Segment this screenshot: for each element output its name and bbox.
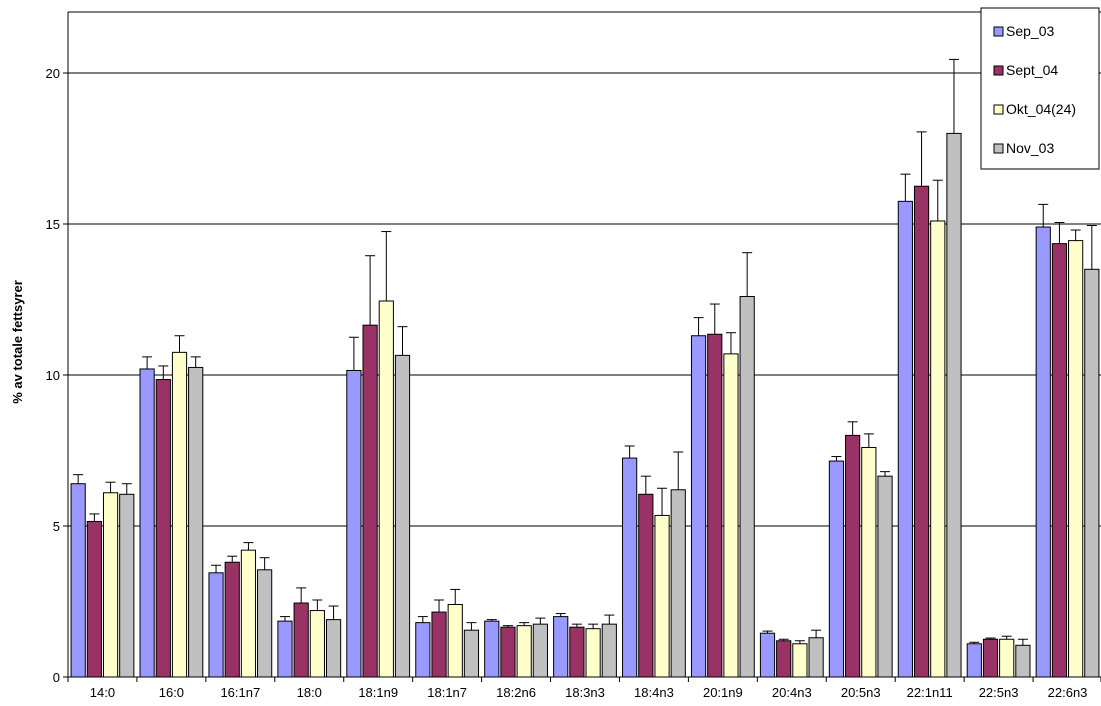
bar — [277, 620, 293, 678]
legend-swatch — [993, 143, 1004, 154]
x-tick-label: 22:6n3 — [1048, 685, 1088, 700]
x-tick-label: 18:2n6 — [496, 685, 536, 700]
bar — [431, 611, 447, 678]
bar — [516, 625, 532, 678]
bar — [845, 434, 861, 678]
bar — [861, 446, 877, 678]
bar — [966, 643, 982, 678]
bar — [484, 620, 500, 678]
bar — [463, 629, 480, 678]
bar — [119, 493, 135, 678]
bar — [1015, 644, 1031, 678]
y-tick-label: 5 — [53, 519, 60, 534]
x-tick-label: 22:1n11 — [907, 685, 953, 700]
bar — [759, 632, 776, 678]
bars — [70, 132, 1100, 678]
bar — [723, 353, 739, 678]
bar — [532, 623, 548, 678]
bar — [102, 492, 119, 678]
x-tick-labels: 14:0 16:0 16:1n7 18:0 18:1n9 18:1n7 18:2n6 18:3… — [90, 685, 1088, 700]
bar — [707, 333, 723, 678]
x-tick-label: 16:0 — [159, 685, 184, 700]
bar — [171, 351, 188, 678]
bar — [309, 610, 325, 678]
y-tick-label: 15 — [46, 217, 60, 232]
bar — [946, 132, 962, 678]
bar — [346, 369, 362, 678]
bar — [622, 457, 638, 678]
bar — [1084, 268, 1100, 678]
bar — [601, 623, 617, 678]
bar — [1051, 243, 1068, 678]
bar — [70, 483, 86, 678]
legend: Sep_03 Sept_04 Okt_04(24) Nov_03 — [980, 7, 1100, 170]
bar — [257, 569, 273, 678]
legend-swatch — [993, 104, 1004, 115]
error-bars — [73, 58, 1097, 646]
x-tick-label: 14:0 — [90, 685, 115, 700]
x-tick-label: 18:3n3 — [565, 685, 605, 700]
bar — [208, 572, 224, 678]
bar — [378, 300, 394, 678]
bar — [654, 514, 670, 678]
gridlines — [68, 72, 1101, 527]
bar — [240, 549, 257, 678]
bar — [982, 638, 999, 678]
bar — [776, 640, 792, 678]
x-tick-label: 20:5n3 — [841, 685, 881, 700]
bar — [569, 626, 585, 678]
bar — [739, 295, 755, 678]
legend-label: Sept_04 — [1006, 62, 1058, 78]
x-tick-label: 18:0 — [297, 685, 322, 700]
bar — [792, 643, 808, 678]
x-tick-label: 20:1n9 — [703, 685, 743, 700]
y-tick-label: 0 — [53, 670, 60, 685]
bar — [394, 354, 411, 678]
y-tick-labels: 0 5 10 15 20 — [46, 66, 60, 685]
bar — [690, 335, 707, 678]
legend-swatch — [993, 65, 1004, 76]
bar — [585, 628, 601, 678]
x-tick-label: 22:5n3 — [979, 685, 1019, 700]
bar — [415, 622, 431, 678]
bar — [877, 475, 893, 678]
x-tick-label: 18:1n7 — [427, 685, 467, 700]
bar — [1035, 226, 1051, 678]
bar — [224, 561, 240, 678]
bar — [930, 220, 946, 678]
x-tick-label: 18:1n9 — [358, 685, 398, 700]
bar — [553, 616, 569, 678]
y-tick-label: 10 — [46, 368, 60, 383]
y-axis-label: % av totale fettsyrer — [10, 280, 25, 404]
x-tick-label: 20:4n3 — [772, 685, 812, 700]
bar — [86, 520, 102, 678]
bar — [188, 366, 204, 678]
bar — [293, 602, 309, 678]
bar — [139, 368, 155, 678]
y-tick-label: 20 — [46, 66, 60, 81]
bar — [638, 493, 654, 678]
bar — [362, 324, 378, 678]
legend-label: Okt_04(24) — [1006, 101, 1076, 117]
bar — [913, 185, 930, 678]
x-tick-label: 16:1n7 — [220, 685, 260, 700]
x-tick-label: 18:4n3 — [634, 685, 674, 700]
bar — [447, 604, 463, 678]
bar — [500, 626, 516, 678]
bar — [325, 619, 342, 678]
bar — [897, 200, 913, 678]
axes — [63, 11, 1101, 682]
bar — [670, 489, 686, 678]
bar — [808, 637, 824, 678]
bar — [1068, 240, 1084, 678]
bar — [999, 638, 1015, 678]
legend-label: Sep_03 — [1006, 23, 1054, 39]
legend-swatch — [993, 26, 1004, 37]
bar — [828, 460, 845, 678]
legend-label: Nov_03 — [1006, 140, 1054, 156]
bar — [155, 379, 171, 678]
